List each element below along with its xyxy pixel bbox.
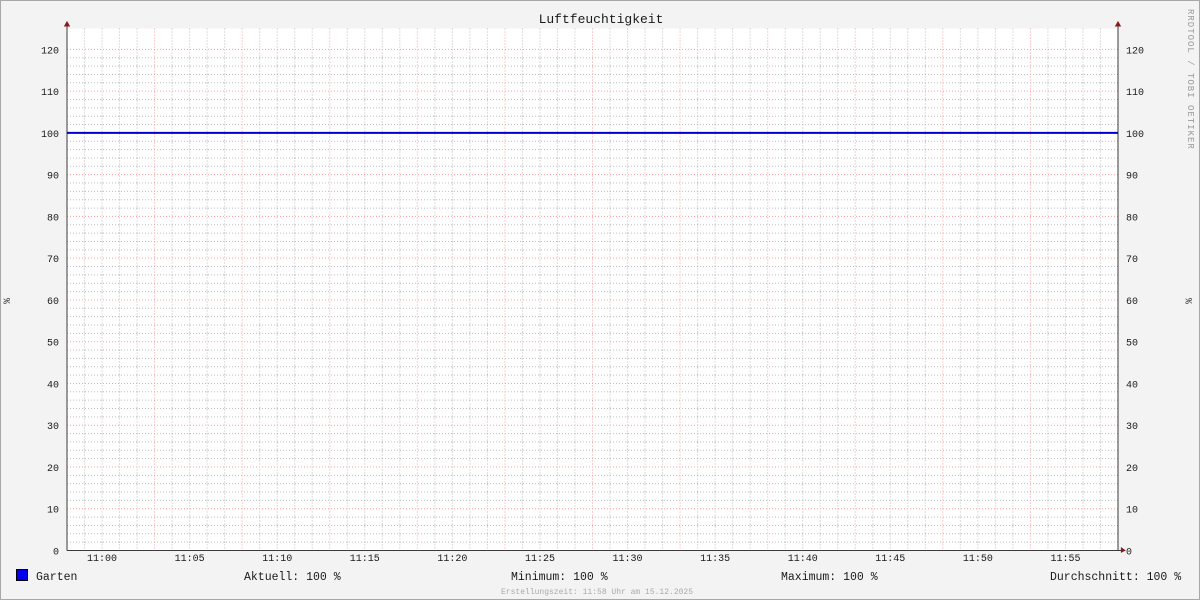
svg-text:80: 80 <box>47 213 59 224</box>
svg-text:40: 40 <box>1126 380 1138 391</box>
svg-text:11:50: 11:50 <box>963 554 993 565</box>
svg-text:50: 50 <box>1126 339 1138 350</box>
svg-text:110: 110 <box>1126 88 1144 99</box>
svg-text:40: 40 <box>47 380 59 391</box>
svg-text:11:30: 11:30 <box>613 554 643 565</box>
svg-text:10: 10 <box>47 506 59 517</box>
svg-text:11:55: 11:55 <box>1050 554 1080 565</box>
svg-text:50: 50 <box>47 339 59 350</box>
svg-text:30: 30 <box>47 422 59 433</box>
svg-text:%: % <box>3 298 14 304</box>
svg-text:20: 20 <box>1126 464 1138 475</box>
svg-text:10: 10 <box>1126 506 1138 517</box>
svg-text:70: 70 <box>47 255 59 266</box>
svg-text:11:15: 11:15 <box>350 554 380 565</box>
svg-text:11:45: 11:45 <box>875 554 905 565</box>
svg-text:100: 100 <box>41 130 59 141</box>
svg-text:80: 80 <box>1126 213 1138 224</box>
svg-text:11:10: 11:10 <box>262 554 292 565</box>
svg-text:11:00: 11:00 <box>87 554 117 565</box>
svg-text:11:20: 11:20 <box>437 554 467 565</box>
svg-text:%: % <box>1185 298 1196 304</box>
svg-text:90: 90 <box>47 172 59 183</box>
svg-text:Luftfeuchtigkeit: Luftfeuchtigkeit <box>539 12 664 27</box>
svg-text:0: 0 <box>1126 548 1132 559</box>
svg-text:30: 30 <box>1126 422 1138 433</box>
svg-text:120: 120 <box>41 46 59 57</box>
svg-text:70: 70 <box>1126 255 1138 266</box>
svg-text:90: 90 <box>1126 172 1138 183</box>
svg-text:120: 120 <box>1126 46 1144 57</box>
svg-text:100: 100 <box>1126 130 1144 141</box>
svg-text:110: 110 <box>41 88 59 99</box>
svg-text:20: 20 <box>47 464 59 475</box>
svg-text:11:35: 11:35 <box>700 554 730 565</box>
svg-text:0: 0 <box>53 548 59 559</box>
svg-text:11:25: 11:25 <box>525 554 555 565</box>
svg-text:60: 60 <box>1126 297 1138 308</box>
svg-text:11:05: 11:05 <box>175 554 205 565</box>
svg-text:60: 60 <box>47 297 59 308</box>
svg-text:11:40: 11:40 <box>788 554 818 565</box>
